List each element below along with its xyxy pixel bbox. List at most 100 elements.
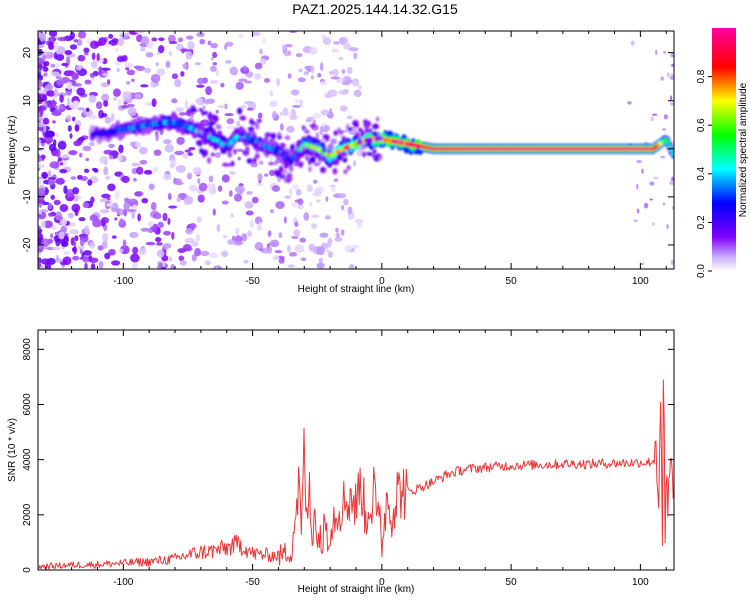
spectrogram-noise-blob xyxy=(64,49,73,55)
spectrogram-noise-blob xyxy=(353,52,358,60)
spectrogram-noise-blob xyxy=(130,253,140,263)
spectrogram-ridge-scatter xyxy=(256,118,262,123)
spectrogram-noise-blob xyxy=(187,40,195,50)
spectrogram-ridge-core xyxy=(663,137,669,142)
spectrogram-noise-blob xyxy=(641,168,644,174)
spectrogram-noise-blob xyxy=(325,249,330,253)
spectrogram-ridge-scatter xyxy=(211,141,219,146)
spectrogram-noise-blob xyxy=(105,202,113,207)
spectrogram-noise-blob xyxy=(670,73,674,78)
snr-ylabel: SNR (10 * v/v) xyxy=(7,418,18,482)
spectrogram-noise-blob xyxy=(114,217,118,221)
spectrogram-noise-blob xyxy=(131,162,141,167)
spectrogram-ridge-scatter xyxy=(358,139,363,145)
spectrogram-noise-blob xyxy=(310,75,314,80)
spectrogram-noise-blob xyxy=(140,84,149,88)
spectrogram-noise-blob xyxy=(164,144,174,153)
spectrogram-noise-blob xyxy=(66,81,73,91)
spectrogram-noise-blob xyxy=(178,112,187,116)
spectrogram-noise-blob xyxy=(294,99,300,104)
spectrogram-noise-blob xyxy=(158,45,165,54)
spectrogram-noise-blob xyxy=(59,154,70,159)
spectrogram-noise-blob xyxy=(667,72,670,78)
spectrogram-noise-blob xyxy=(69,133,73,139)
spectrogram-noise-blob xyxy=(294,244,305,254)
spectrogram-noise-blob xyxy=(184,99,188,109)
spectrogram-noise-blob xyxy=(73,100,80,108)
spectrogram-ridge-scatter xyxy=(311,137,318,143)
spectrogram-ridge-scatter xyxy=(369,128,373,134)
spectrogram-xtick-label: 50 xyxy=(506,276,518,287)
spectrogram-ridge-scatter xyxy=(195,126,201,130)
spectrogram-ridge-scatter xyxy=(250,130,254,138)
spectrogram-noise-blob xyxy=(140,227,150,232)
spectrogram-noise-blob xyxy=(643,202,649,209)
spectrogram-noise-blob xyxy=(208,252,218,259)
spectrogram-ridge-scatter xyxy=(219,135,227,142)
spectrogram-noise-blob xyxy=(56,78,66,86)
spectrogram-noise-blob xyxy=(59,94,64,103)
snr-plot-area xyxy=(38,330,674,570)
spectrogram-ridge-scatter xyxy=(295,151,302,158)
spectrogram-noise-blob xyxy=(240,104,247,109)
spectrogram-ridge-scatter xyxy=(255,124,260,130)
spectrogram-ridge-scatter xyxy=(305,156,310,161)
spectrogram-noise-blob xyxy=(163,230,172,236)
spectrogram-noise-blob xyxy=(168,51,173,56)
spectrogram-noise-blob xyxy=(627,101,632,105)
spectrogram-ridge-scatter xyxy=(343,169,348,175)
spectrogram-noise-blob xyxy=(295,188,302,196)
spectrogram-ridge-scatter xyxy=(320,167,325,173)
spectrogram-noise-blob xyxy=(43,125,47,133)
spectrogram-noise-blob xyxy=(117,153,123,162)
spectrogram-noise-blob xyxy=(204,260,211,266)
spectrogram-noise-blob xyxy=(117,37,125,47)
spectrogram-noise-blob xyxy=(197,178,201,185)
spectrogram-noise-blob xyxy=(131,78,135,83)
spectrogram-noise-blob xyxy=(145,51,154,58)
spectrogram-noise-blob xyxy=(333,178,339,183)
spectrogram-noise-blob xyxy=(350,244,360,249)
spectrogram-ridge-scatter xyxy=(258,141,262,148)
spectrogram-noise-blob xyxy=(152,166,158,173)
spectrogram-ridge-scatter xyxy=(252,157,257,164)
spectrogram-noise-blob xyxy=(208,175,214,183)
spectrogram-noise-blob xyxy=(308,243,315,252)
spectrogram-noise-blob xyxy=(100,112,108,118)
spectrogram-ridge-scatter xyxy=(280,174,285,179)
spectrogram-noise-blob xyxy=(283,216,287,224)
spectrogram-noise-blob xyxy=(162,212,168,222)
spectrogram-noise-blob xyxy=(170,98,178,104)
spectrogram-noise-blob xyxy=(58,104,63,110)
spectrogram-noise-blob xyxy=(48,179,55,186)
spectrogram-noise-blob xyxy=(652,176,659,180)
spectrogram-ridge-scatter xyxy=(222,162,229,167)
spectrogram-noise-blob xyxy=(176,196,181,203)
spectrogram-noise-blob xyxy=(331,185,336,193)
spectrogram-noise-blob xyxy=(111,235,117,239)
spectrogram-noise-blob xyxy=(44,130,55,138)
spectrogram-noise-blob xyxy=(88,94,97,104)
snr-ytick-label: 8000 xyxy=(22,338,33,361)
spectrogram-noise-blob xyxy=(83,52,89,56)
spectrogram-noise-blob xyxy=(282,107,289,116)
spectrogram-noise-blob xyxy=(38,57,44,65)
spectrogram-noise-blob xyxy=(38,225,41,230)
spectrogram-noise-blob xyxy=(233,193,243,202)
spectrogram-noise-blob xyxy=(155,237,162,243)
spectrogram-ytick-label: 10 xyxy=(22,95,33,107)
spectrogram-noise-blob xyxy=(331,48,339,53)
colorbar-ticks: 0.0 0.2 0.4 0.6 0.8 xyxy=(696,69,712,278)
spectrogram-noise-blob xyxy=(63,250,70,256)
spectrogram-ridge-scatter xyxy=(364,127,369,134)
spectrogram-ridge-scatter xyxy=(326,150,333,154)
spectrogram-ridge-scatter xyxy=(357,127,363,132)
spectrogram-noise-blob xyxy=(55,62,60,71)
spectrogram-noise-blob xyxy=(72,241,77,247)
spectrogram-ridge-scatter xyxy=(341,136,347,141)
spectrogram-noise-blob xyxy=(73,39,79,43)
spectrogram-noise-blob xyxy=(174,181,184,186)
spectrogram-noise-blob xyxy=(337,192,347,199)
spectrogram-noise-blob xyxy=(78,136,85,142)
spectrogram-noise-blob xyxy=(221,250,229,258)
